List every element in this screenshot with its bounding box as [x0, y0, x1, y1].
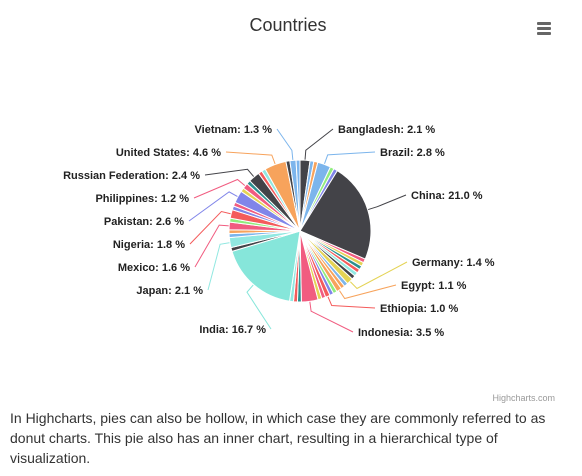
- chart-context-menu-button[interactable]: [530, 14, 558, 42]
- data-label-india: India: 16.7 %: [199, 324, 266, 336]
- data-label-egypt: Egypt: 1.1 %: [401, 280, 467, 292]
- data-labels: Bangladesh: 2.1 % Brazil: 2.8 % China: 21.…: [63, 124, 495, 339]
- pie-slice-china[interactable]: [299, 169, 372, 260]
- data-label-united-states: United States: 4.6 %: [116, 147, 221, 159]
- connector-brazil: [323, 151, 376, 165]
- connector-china: [367, 194, 407, 211]
- connector-ethiopia: [327, 296, 376, 309]
- data-label-japan: Japan: 2.1 %: [136, 285, 203, 297]
- connector-india: [246, 284, 272, 330]
- pie-slice-india[interactable]: [231, 230, 301, 302]
- data-label-mexico: Mexico: 1.6 %: [118, 262, 190, 274]
- data-label-indonesia: Indonesia: 3.5 %: [358, 327, 444, 339]
- pie-slice-other[interactable]: [295, 159, 301, 232]
- label-connectors: [188, 128, 408, 333]
- connector-nigeria: [189, 210, 232, 245]
- connector-egypt: [338, 284, 397, 300]
- pie-chart: Countries Bangladesh: 2.1 % Brazil: 2.8 %…: [63, 15, 495, 339]
- data-label-bangladesh: Bangladesh: 2.1 %: [338, 124, 435, 136]
- chart-container: Countries Bangladesh: 2.1 % Brazil: 2.8 %…: [63, 14, 558, 403]
- connector-vietnam: [276, 128, 294, 161]
- data-label-china: China: 21.0 %: [411, 190, 483, 202]
- pie-slices: [228, 159, 372, 303]
- connector-bangladesh: [304, 128, 334, 161]
- credits-link[interactable]: Highcharts.com: [492, 393, 555, 403]
- data-label-vietnam: Vietnam: 1.3 %: [195, 124, 273, 136]
- chart-title: Countries: [249, 15, 326, 35]
- data-label-ethiopia: Ethiopia: 1.0 %: [380, 303, 458, 315]
- chart-caption: In Highcharts, pies can also be hollow, …: [10, 410, 546, 466]
- connector-philippines: [193, 178, 246, 199]
- data-label-brazil: Brazil: 2.8 %: [380, 147, 445, 159]
- connector-indonesia: [309, 301, 354, 333]
- connector-pakistan: [188, 191, 239, 222]
- connector-united-states: [225, 151, 276, 165]
- connector-germany: [349, 261, 408, 290]
- connector-japan: [207, 242, 231, 291]
- data-label-russian-federation: Russian Federation: 2.4 %: [63, 170, 200, 182]
- data-label-germany: Germany: 1.4 %: [412, 257, 495, 269]
- connector-mexico: [194, 224, 230, 268]
- data-label-nigeria: Nigeria: 1.8 %: [113, 239, 185, 251]
- connector-russian-federation: [204, 168, 255, 178]
- data-label-pakistan: Pakistan: 2.6 %: [104, 216, 184, 228]
- data-label-philippines: Philippines: 1.2 %: [95, 193, 189, 205]
